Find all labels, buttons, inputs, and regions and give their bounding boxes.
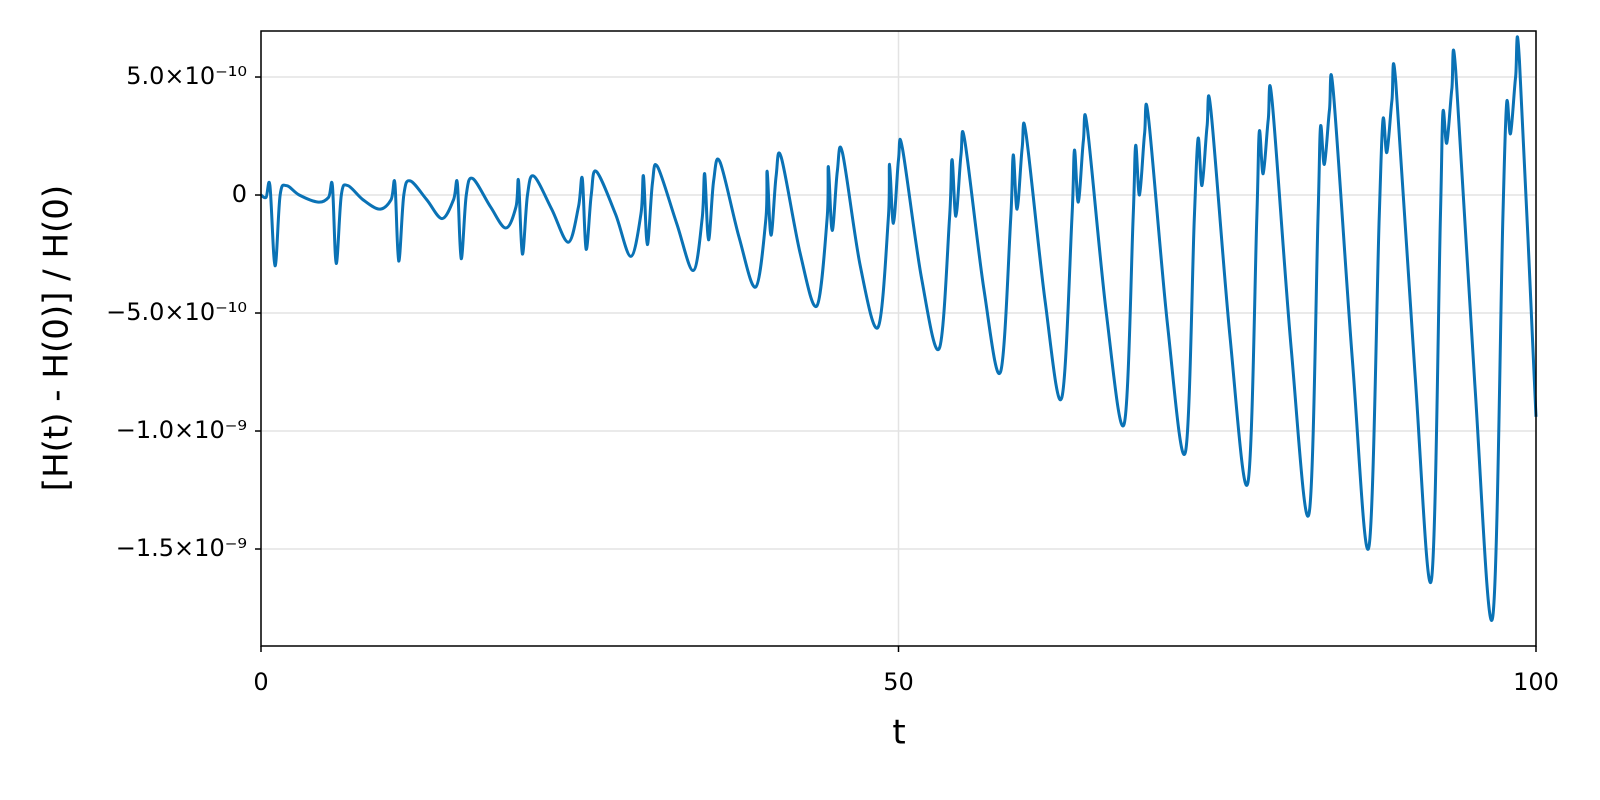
y-tick-label: 0 [232, 180, 247, 208]
line-series [260, 35, 1538, 622]
plot-area [260, 35, 1538, 622]
x-tick-label: 0 [253, 668, 268, 696]
y-tick-label: −1.0×10⁻⁹ [116, 416, 247, 444]
y-tick-label: 5.0×10⁻¹⁰ [126, 62, 247, 90]
y-axis-label: [H(t) - H(0)] / H(0) [37, 185, 77, 491]
y-tick-label: −1.5×10⁻⁹ [116, 534, 247, 562]
x-tick-label: 100 [1513, 668, 1559, 696]
y-tick-label: −5.0×10⁻¹⁰ [106, 298, 247, 326]
x-tick-label: 50 [883, 668, 914, 696]
x-axis-label: t [892, 713, 905, 753]
